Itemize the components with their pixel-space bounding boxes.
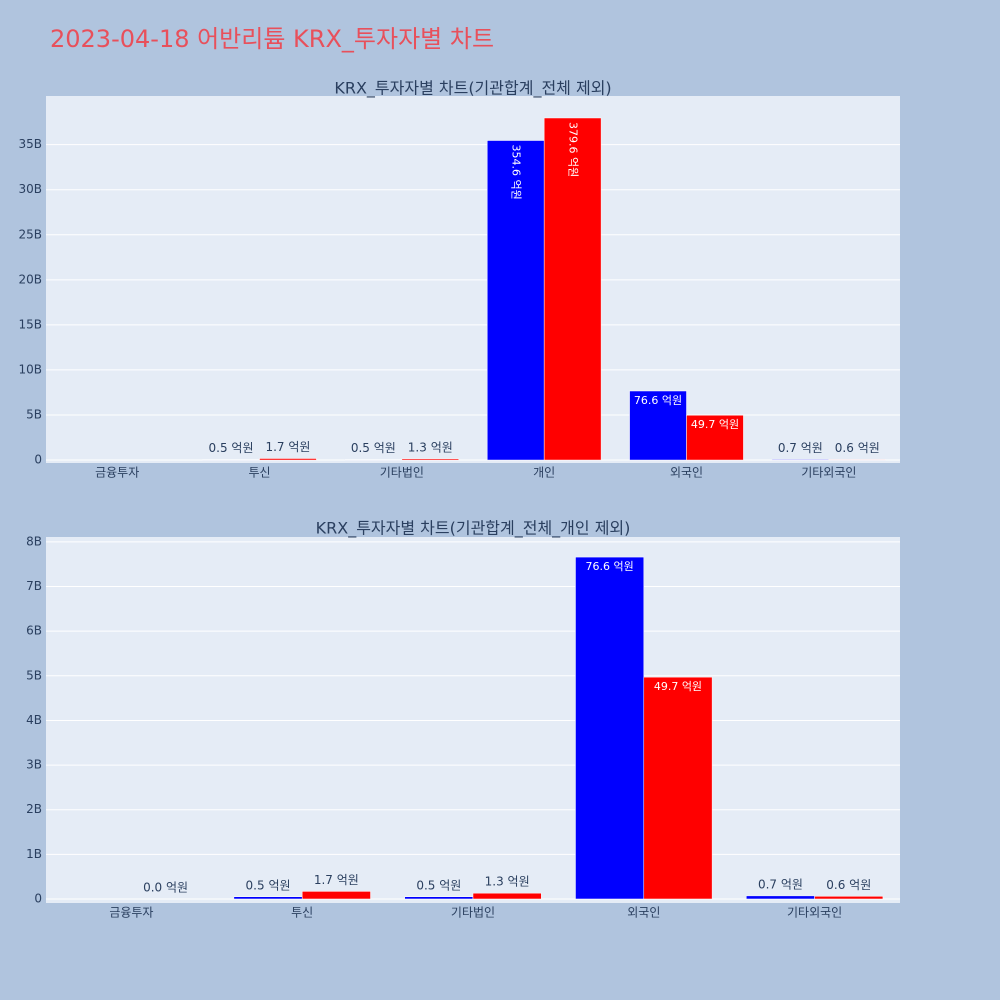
bar [575, 556, 645, 900]
value-label: 1.7 억원 [265, 440, 310, 454]
value-label: 0.5 억원 [351, 441, 396, 455]
value-label: 0.5 억원 [416, 878, 461, 892]
bar [686, 414, 744, 461]
value-label: 0.6 억원 [835, 441, 880, 455]
y-tick-label: 20B [18, 272, 42, 286]
bar [771, 459, 830, 461]
x-tick-label: 금융투자 [109, 906, 153, 920]
y-tick-label: 0 [34, 453, 42, 467]
y-tick-label: 5B [26, 407, 42, 421]
y-tick-label: 5B [26, 668, 42, 682]
y-tick-label: 4B [26, 713, 42, 727]
x-tick-label: 금융투자 [95, 466, 139, 480]
chart-title: KRX_투자자별 차트(기관합계_전체 제외) [334, 79, 611, 99]
bar [746, 895, 815, 900]
bar [486, 140, 545, 461]
bar [404, 896, 474, 900]
x-tick-label: 개인 [533, 466, 555, 480]
x-tick-label: 기타법인 [451, 906, 495, 920]
x-tick-label: 투신 [291, 906, 313, 920]
y-tick-label: 2B [26, 802, 42, 816]
y-tick-label: 3B [26, 758, 42, 772]
y-tick-label: 15B [18, 317, 42, 331]
bar [301, 891, 371, 900]
x-tick-label: 기타외국인 [787, 906, 842, 920]
bar [629, 390, 687, 461]
y-tick-label: 7B [26, 579, 42, 593]
value-label: 0.5 억원 [246, 878, 291, 892]
page-title: 2023-04-18 어반리튬 KRX_투자자별 차트 [50, 25, 494, 53]
value-label: 49.7 억원 [654, 680, 702, 693]
y-tick-label: 1B [26, 847, 42, 861]
value-label: 1.7 억원 [314, 873, 359, 887]
y-tick-label: 6B [26, 624, 42, 638]
x-tick-label: 기타법인 [380, 466, 424, 480]
value-label: 0.0 억원 [143, 880, 188, 894]
x-tick-label: 외국인 [670, 466, 703, 480]
value-label: 379.6 억원 [567, 122, 580, 177]
bar [643, 676, 713, 900]
value-label: 0.5 억원 [209, 441, 254, 455]
value-label: 0.6 억원 [826, 878, 871, 892]
bar [543, 117, 602, 461]
value-label: 76.6 억원 [634, 394, 682, 407]
x-tick-label: 기타외국인 [801, 466, 856, 480]
chart-title: KRX_투자자별 차트(기관합계_전체_개인 제외) [316, 519, 631, 539]
value-label: 1.3 억원 [485, 875, 530, 889]
value-label: 76.6 억원 [586, 560, 634, 573]
value-label: 49.7 억원 [691, 418, 739, 431]
y-tick-label: 35B [18, 137, 42, 151]
value-label: 1.3 억원 [408, 440, 453, 454]
x-tick-label: 투신 [248, 466, 270, 480]
y-tick-label: 8B [26, 534, 42, 548]
bar [828, 459, 887, 461]
value-label: 354.6 억원 [510, 145, 523, 200]
bar [233, 896, 303, 900]
y-tick-label: 30B [18, 182, 42, 196]
bar [814, 896, 884, 900]
bar [401, 458, 460, 461]
bar [472, 892, 542, 900]
y-tick-label: 0 [34, 891, 42, 905]
y-tick-label: 10B [18, 362, 42, 376]
y-tick-label: 25B [18, 227, 42, 241]
x-tick-label: 외국인 [627, 906, 660, 920]
bar [259, 458, 317, 461]
value-label: 0.7 억원 [778, 441, 823, 455]
value-label: 0.7 억원 [758, 877, 803, 891]
